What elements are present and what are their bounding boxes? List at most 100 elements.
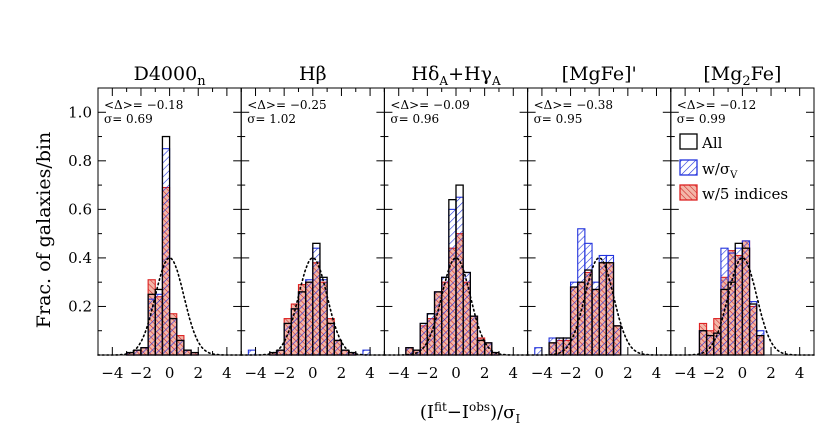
panel-title-sub: 2 [742, 74, 750, 89]
bar-sigma-v [591, 281, 600, 356]
panel-title: HδA+HγA [411, 63, 501, 88]
bar-sigma-v [169, 318, 178, 356]
y-axis-label: Frac. of galaxies/bin [33, 132, 55, 328]
panel-1: −4 −2 0 2 4 D4000n <Δ>= −0.18σ= 0.69 [97, 63, 242, 382]
x-tick-label: −4 [388, 364, 410, 382]
bar-sigma-v [176, 339, 185, 356]
x-tick-label: 2 [623, 364, 633, 382]
bar-sigma-v [305, 279, 314, 356]
x-axis-label-close: )/σ [490, 402, 515, 423]
panel-title-main: D4000 [134, 63, 198, 85]
series-all [125, 135, 199, 356]
x-axis-label-minus: −I [447, 402, 469, 423]
bar-sigma-v [319, 279, 328, 356]
x-tick-label: 0 [594, 364, 604, 382]
legend-label-sigma: w/σV [702, 160, 738, 181]
legend-label-all: All [701, 134, 723, 152]
y-tick-label: 1.0 [68, 103, 92, 121]
bar-sigma-v [469, 315, 479, 356]
stat-sigma: σ= 0.69 [104, 112, 153, 126]
panel-title-part: A [491, 74, 501, 88]
bar-sigma-v [612, 325, 622, 356]
bar-sigma-v [462, 271, 471, 356]
bar-sigma-v [161, 148, 171, 356]
bar-sigma-v [312, 247, 321, 356]
stat-mean: <Δ>= −0.12 [677, 98, 756, 112]
bar-sigma-v [183, 349, 192, 356]
bar-sigma-v [749, 301, 758, 356]
stat-mean: <Δ>= −0.38 [534, 98, 613, 112]
x-axis-label-fit: fit [434, 400, 447, 414]
legend-label-sigma-main: w/σ [702, 160, 730, 178]
bar-sigma-v [426, 313, 436, 356]
legend-swatch-all [679, 133, 698, 150]
bar-sigma-v [290, 308, 300, 356]
bar-sigma-v [147, 298, 156, 356]
y-tick-label: 0.4 [68, 249, 92, 267]
bar-sigma-v [448, 208, 457, 356]
x-axis-label-sub: I [515, 412, 520, 426]
x-tick-label: 0 [165, 364, 175, 382]
panel-title: D4000n [134, 63, 207, 89]
x-tick-label: 2 [480, 364, 490, 382]
panel-title-part: A [438, 74, 448, 88]
x-tick-label: −2 [559, 364, 581, 382]
x-tick-label: −2 [703, 364, 725, 382]
x-tick-label: −2 [130, 364, 152, 382]
bar-sigma-v [476, 339, 486, 356]
panel-title-sub: n [197, 74, 206, 89]
x-tick-label: 0 [451, 364, 461, 382]
legend: All w/σV w/5 indices [679, 133, 788, 203]
panel-title-part: Hδ [411, 63, 439, 85]
bar-sigma-v [326, 322, 335, 356]
x-tick-label: 4 [652, 364, 662, 382]
x-tick-label: 2 [193, 364, 203, 382]
bar-sigma-v [570, 281, 579, 356]
bar-sigma-v [333, 339, 342, 356]
stat-sigma: σ= 1.02 [247, 112, 296, 126]
stat-mean: <Δ>= −0.18 [104, 98, 183, 112]
x-tick-label: 0 [738, 364, 748, 382]
x-tick-label: −4 [244, 364, 266, 382]
bar-sigma-v [756, 330, 765, 356]
panel-title-main: Hβ [299, 63, 327, 85]
panel-title-main: [MgFe]' [562, 63, 637, 85]
series-all [269, 242, 357, 356]
y-tick-label: 0.2 [68, 297, 92, 315]
x-tick-label: 2 [766, 364, 776, 382]
series-sigma-v [247, 247, 371, 356]
bar-sigma-v [706, 335, 715, 356]
bar-sigma-v [577, 228, 586, 356]
bar-sigma-v [297, 291, 307, 356]
x-tick-label: −4 [674, 364, 696, 382]
bar-sigma-v [140, 347, 149, 356]
bar-sigma-v [548, 337, 557, 356]
bar-sigma-v [598, 254, 607, 356]
panel-5: −4 −2 0 2 4[Mg2Fe]<Δ>= −0.12σ= 0.99 [670, 63, 815, 382]
stat-sigma: σ= 0.95 [534, 112, 583, 126]
bar-sigma-v [727, 252, 736, 356]
panel-title: [Mg2Fe] [703, 63, 781, 89]
bar-sigma-v [455, 196, 464, 356]
x-tick-label: 4 [222, 364, 232, 382]
panel-2: −4 −2 0 2 4 Hβ <Δ>= −0.25σ= 1.02 [240, 63, 386, 382]
legend-swatch-sigma [679, 159, 698, 176]
y-tick-label: 0.8 [68, 152, 92, 170]
legend-swatch-five [679, 184, 698, 201]
stat-sigma: σ= 0.99 [677, 112, 726, 126]
x-axis-label: (Ifit−Iobs)/σI [420, 400, 521, 426]
x-tick-label: 4 [365, 364, 375, 382]
panel-title: [MgFe]' [562, 63, 637, 85]
panel-title-suffix: Fe] [751, 63, 782, 85]
stat-mean: <Δ>= −0.09 [390, 98, 469, 112]
x-axis-label-open: (I [420, 402, 434, 423]
x-axis-label-obs: obs [469, 400, 490, 414]
x-tick-label: 4 [509, 364, 519, 382]
series-sigma-v [698, 240, 765, 356]
x-tick-label: 0 [308, 364, 318, 382]
y-tick-label: 0.6 [68, 200, 92, 218]
bar-sigma-v [734, 247, 743, 356]
x-tick-label: −2 [273, 364, 295, 382]
